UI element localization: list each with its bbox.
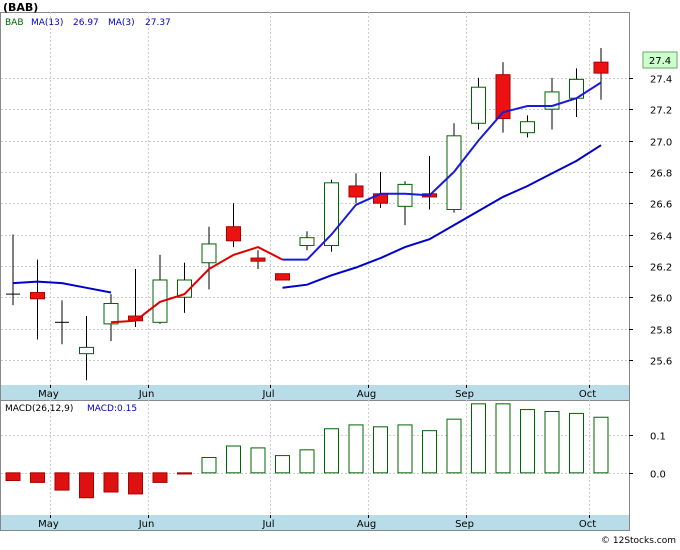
candle-body	[593, 61, 609, 74]
footer-credit: © 12Stocks.com	[601, 536, 676, 546]
price-y-tick-label: 25.8	[650, 326, 672, 337]
macd-x-tick-label: Sep	[455, 519, 474, 530]
legend-ma13-value: 26.97	[73, 18, 99, 28]
candle-body	[30, 292, 45, 300]
ma13-line	[282, 144, 602, 289]
price-y-tick-label: 27.4	[650, 75, 672, 86]
macd-bar	[54, 472, 70, 491]
candle-body	[103, 303, 119, 325]
price-x-axis-labels: May Jun Jul Aug Sep Oct	[38, 385, 596, 400]
last-price-box	[642, 51, 678, 69]
last-price-label: 27.4	[649, 56, 671, 67]
macd-bar	[520, 409, 535, 474]
price-x-tick-label: Oct	[579, 389, 596, 400]
candle-body	[348, 185, 364, 198]
macd-x-axis-labels: May Jun Jul Aug Sep Oct	[38, 515, 596, 530]
ma3-line-red-segment	[110, 246, 283, 324]
legend-ma13-label: MA(13)	[31, 18, 63, 28]
candle-body	[275, 273, 290, 281]
macd-bar	[226, 445, 241, 474]
price-y-tick-label: 26.2	[650, 263, 672, 274]
macd-bar	[373, 426, 388, 474]
macd-bar	[152, 472, 168, 483]
macd-x-tick-label: May	[38, 519, 59, 530]
ma13-line-start	[12, 280, 112, 294]
price-grid	[1, 12, 633, 385]
macd-x-axis-band	[1, 515, 629, 530]
price-x-axis-band	[1, 385, 629, 400]
macd-bar	[324, 428, 339, 474]
ma3-line	[282, 81, 602, 261]
symbol-title: (BAB)	[3, 1, 38, 14]
macd-bar	[177, 472, 192, 475]
price-y-axis-labels: 25.6 25.8 26.0 26.2 26.4 26.6 26.8 27.0 27.2 27.4	[650, 75, 672, 368]
candle-body	[201, 243, 217, 264]
macd-y-tick-label: 0.1	[650, 432, 666, 443]
legend-ma3-value: 27.37	[145, 18, 171, 28]
price-x-tick-label: Jul	[261, 389, 274, 400]
macd-bar	[201, 457, 217, 474]
candle-body	[520, 121, 535, 134]
macd-bar	[30, 472, 45, 483]
candle-body	[397, 183, 413, 207]
macd-y-tick-label: 0.0	[650, 470, 666, 481]
macd-bar	[544, 411, 560, 474]
macd-bar	[471, 403, 486, 474]
macd-bar	[128, 472, 143, 495]
macd-bar	[79, 472, 94, 499]
price-x-tick-label: Sep	[455, 389, 474, 400]
price-y-tick-label: 26.0	[650, 294, 672, 305]
candle-body	[495, 74, 511, 120]
macd-bar	[275, 455, 290, 474]
price-panel	[0, 12, 630, 401]
macd-x-tick-label: Oct	[579, 519, 596, 530]
candle-body	[226, 226, 241, 242]
macd-x-tick-label: Jul	[261, 519, 274, 530]
price-y-tick-label: 26.8	[650, 169, 672, 180]
macd-bar	[348, 424, 364, 474]
moving-average-lines	[12, 81, 602, 324]
candle-body	[324, 182, 339, 247]
macd-bar	[593, 416, 609, 474]
price-y-tick-label: 26.4	[650, 232, 672, 243]
macd-bar	[103, 472, 119, 493]
candle-body	[299, 237, 315, 247]
candle-body	[250, 257, 266, 262]
legend-ma3-label: MA(3)	[108, 18, 135, 28]
macd-bars	[5, 403, 609, 499]
price-x-tick-label: May	[38, 389, 59, 400]
macd-bar	[5, 472, 21, 482]
macd-x-tick-label: Jun	[138, 519, 155, 530]
macd-bar	[446, 418, 462, 474]
macd-bar	[495, 403, 511, 474]
macd-bar	[299, 449, 315, 474]
macd-bar	[250, 447, 266, 474]
candle-body	[79, 346, 94, 355]
macd-panel	[0, 400, 630, 531]
macd-bar	[569, 412, 584, 474]
price-y-tick-label: 25.6	[650, 357, 672, 368]
price-x-tick-label: Aug	[357, 389, 377, 400]
macd-bar	[397, 424, 413, 474]
price-y-tick-label: 27.2	[650, 106, 672, 117]
price-y-tick-label: 26.6	[650, 200, 672, 211]
macd-y-axis-labels: 0.0 0.1	[629, 432, 666, 481]
macd-bar	[422, 430, 437, 474]
price-y-tick-label: 27.0	[650, 138, 672, 149]
legend-ticker: BAB	[5, 18, 24, 28]
price-x-tick-label: Jun	[138, 389, 155, 400]
macd-x-tick-label: Aug	[357, 519, 377, 530]
candle-body	[471, 86, 486, 124]
macd-label: MACD(26,12,9)	[5, 404, 73, 414]
macd-value-label: MACD:0.15	[87, 404, 137, 414]
candle-body	[177, 279, 192, 298]
